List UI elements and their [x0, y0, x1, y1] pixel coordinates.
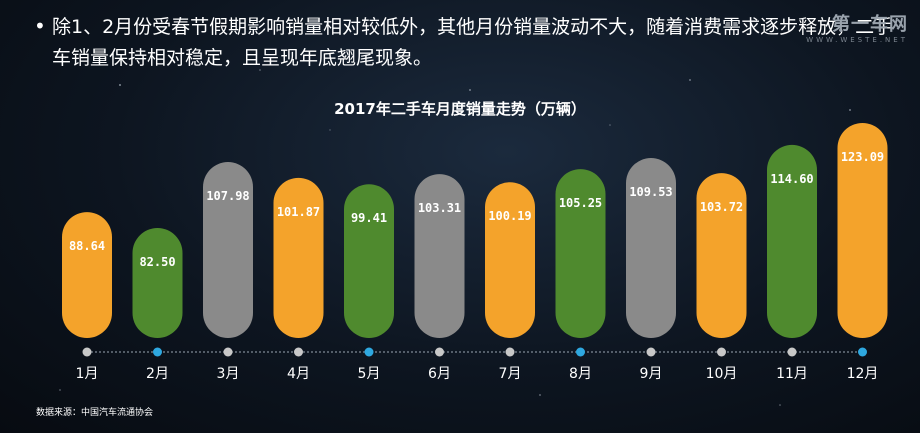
- category-label-11月: 11月: [776, 366, 808, 382]
- bar-12月: [837, 122, 888, 338]
- category-label-1月: 1月: [76, 366, 99, 382]
- bar-9月: [626, 158, 676, 338]
- value-label-6月: 103.31: [418, 201, 461, 215]
- value-label-8月: 105.25: [559, 196, 602, 210]
- axis-dot-5月: [364, 347, 374, 357]
- value-label-3月: 107.98: [206, 189, 249, 203]
- bar-2月: [132, 228, 183, 338]
- axis-dot-3月: [223, 347, 233, 357]
- value-label-2月: 82.50: [139, 255, 175, 269]
- value-label-10月: 103.72: [700, 200, 743, 214]
- axis-dot-9月: [646, 347, 656, 357]
- brand-logo: 第一车网 WWW.WESTE.NET: [798, 10, 908, 60]
- bar-1月: [62, 212, 112, 338]
- value-label-1月: 88.64: [69, 239, 105, 253]
- value-label-11月: 114.60: [770, 172, 813, 186]
- category-label-2月: 2月: [146, 366, 169, 382]
- summary-text-block: 除1、2月份受春节假期影响销量相对较低外，其他月份销量波动不大，随着消费需求逐步…: [32, 12, 912, 74]
- axis-dot-2月: [153, 347, 162, 357]
- bar-10月: [696, 173, 747, 338]
- category-label-10月: 10月: [706, 366, 738, 382]
- chart-title: 2017年二手车月度销量走势（万辆）: [334, 100, 586, 118]
- axis-dot-8月: [576, 347, 585, 357]
- summary-text: 除1、2月份受春节假期影响销量相对较低外，其他月份销量波动不大，随着消费需求逐步…: [52, 16, 894, 69]
- value-label-12月: 123.09: [841, 150, 884, 164]
- axis-dot-7月: [505, 347, 515, 357]
- category-label-4月: 4月: [287, 366, 310, 382]
- axis-dot-6月: [435, 347, 444, 357]
- bar-7月: [485, 182, 535, 338]
- data-source-note: 数据来源：中国汽车流通协会: [36, 408, 154, 418]
- axis-dot-10月: [717, 347, 726, 357]
- axis-dot-12月: [858, 347, 867, 357]
- value-label-9月: 109.53: [629, 185, 672, 199]
- category-label-12月: 12月: [847, 366, 879, 382]
- value-label-4月: 101.87: [277, 205, 320, 219]
- logo-text: 第一车网: [832, 14, 908, 35]
- value-label-7月: 100.19: [488, 209, 531, 223]
- category-label-5月: 5月: [358, 366, 381, 382]
- category-label-6月: 6月: [428, 366, 451, 382]
- bar-4月: [273, 177, 324, 338]
- axis-dot-11月: [787, 347, 797, 357]
- category-label-3月: 3月: [217, 366, 240, 382]
- bar-5月: [344, 184, 394, 338]
- bullet-icon: •: [34, 14, 46, 38]
- category-label-7月: 7月: [499, 366, 522, 382]
- value-label-5月: 99.41: [351, 211, 387, 225]
- axis-dot-1月: [82, 347, 92, 357]
- bar-6月: [414, 174, 465, 338]
- category-label-9月: 9月: [640, 366, 663, 382]
- logo-subtext: WWW.WESTE.NET: [806, 36, 908, 44]
- category-label-8月: 8月: [569, 366, 592, 382]
- axis-dot-4月: [294, 347, 303, 357]
- bar-11月: [767, 144, 817, 338]
- bar-3月: [203, 162, 253, 338]
- bar-8月: [555, 169, 606, 338]
